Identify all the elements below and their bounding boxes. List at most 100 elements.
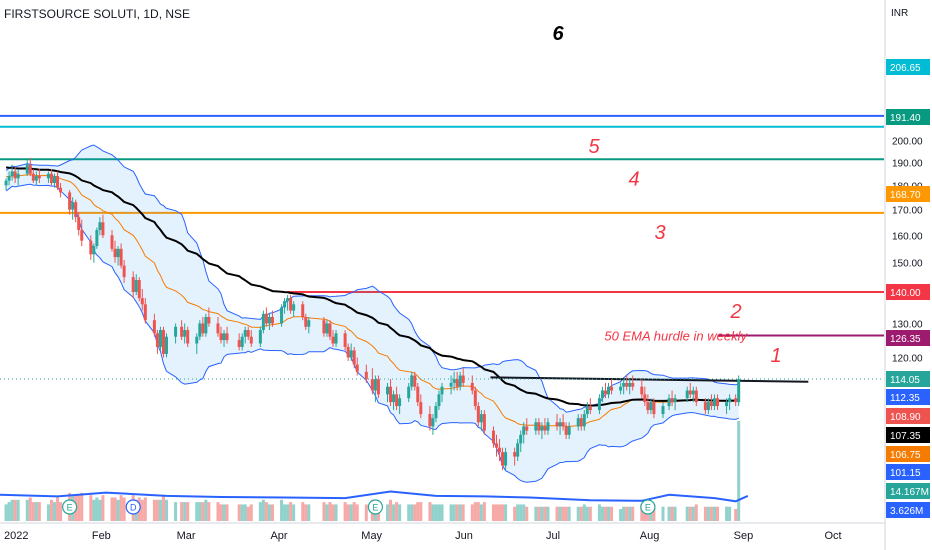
volume-bar [437, 504, 441, 521]
level-number-1: 1 [770, 345, 781, 367]
candle-body [246, 330, 250, 337]
volume-bar [688, 506, 692, 521]
candle-body [389, 386, 393, 403]
candle-body [543, 426, 547, 431]
candle-body [289, 298, 293, 311]
volume-bar [712, 506, 716, 521]
level-note: 50 EMA hurdle in weekly [604, 329, 748, 344]
volume-bar [501, 504, 505, 521]
volume-bar [461, 504, 465, 521]
volume-bar [600, 506, 604, 521]
volume-bar [237, 504, 241, 521]
volume-bar [198, 502, 202, 521]
price-tag-label: 140.00 [890, 288, 921, 299]
volume-bar [691, 506, 695, 521]
volume-bar [334, 504, 338, 521]
volume-bar [289, 502, 293, 521]
candle-body [201, 323, 205, 334]
volume-ma-line [0, 490, 749, 503]
candle-body [640, 386, 644, 395]
volume-bar [516, 504, 520, 521]
candle-body [737, 379, 741, 403]
candle-body [579, 418, 583, 427]
candle-body [80, 230, 84, 241]
volume-bar [513, 506, 517, 521]
bollinger-band-fill [6, 145, 739, 483]
currency-label: INR [891, 8, 909, 19]
candle-body [440, 386, 444, 395]
volume-bar [270, 504, 274, 521]
candle-body [243, 330, 247, 337]
candle-body [186, 330, 190, 344]
volume-bar [428, 502, 432, 521]
candle-body [522, 426, 526, 435]
candle-body [706, 402, 710, 411]
candle-body [458, 375, 462, 387]
candle-body [479, 414, 483, 423]
x-tick-label: Aug [640, 530, 660, 542]
candle-body [516, 443, 520, 457]
candle-body [34, 176, 38, 181]
volume-bar [737, 421, 741, 521]
level-number-5: 5 [588, 136, 600, 158]
volume-bar [331, 504, 335, 521]
candle-body [307, 320, 311, 327]
volume-bar [628, 506, 632, 521]
candle-body [373, 379, 377, 391]
price-tag-label: 14.167M [890, 487, 929, 498]
volume-bar [180, 502, 184, 521]
candle-body [392, 394, 396, 403]
candle-body [16, 173, 20, 179]
level-number-2: 2 [729, 301, 741, 323]
volume-bar [407, 504, 411, 521]
volume-bar [631, 506, 635, 521]
candle-body [165, 336, 169, 354]
candle-body [13, 171, 17, 179]
candle-body [56, 176, 60, 188]
volume-bar [267, 504, 271, 521]
volume-bar [152, 499, 156, 521]
candle-body [349, 350, 353, 358]
candle-body [46, 173, 50, 179]
volume-bar [116, 499, 120, 521]
volume-bar [186, 502, 190, 521]
volume-bar [346, 504, 350, 521]
candle-body [600, 390, 604, 399]
candle-body [476, 406, 480, 423]
candle-body [264, 313, 268, 324]
volume-bar [355, 504, 359, 521]
candle-body [131, 277, 135, 292]
volume-bar [398, 504, 402, 521]
x-tick-label: Mar [177, 530, 196, 542]
candle-body [92, 246, 96, 255]
candle-body [643, 394, 647, 403]
candle-body [407, 386, 411, 399]
volume-bar [16, 499, 20, 521]
resistance-trendline [490, 376, 809, 383]
candle-body [161, 330, 165, 354]
candle-body [283, 301, 287, 308]
volume-bar [249, 504, 253, 521]
volume-bar [543, 506, 547, 521]
y-tick-label: 160.00 [892, 231, 923, 242]
volume-bar [567, 506, 571, 521]
volume-bar [561, 506, 565, 521]
volume-bar [670, 506, 674, 521]
x-tick-label: 2022 [4, 530, 28, 542]
candle-body [155, 333, 159, 347]
candle-body [52, 176, 56, 183]
x-tick-label: Jun [455, 530, 473, 542]
candle-body [7, 176, 11, 181]
candle-body [546, 422, 550, 431]
candle-body [501, 452, 505, 466]
candle-body [619, 386, 623, 391]
event-marker-letter: E [372, 503, 378, 513]
volume-bar [416, 502, 420, 521]
candle-body [325, 323, 329, 334]
volume-bar [158, 499, 162, 521]
volume-bar [386, 504, 390, 521]
event-marker-e [367, 499, 383, 515]
candle-body [343, 333, 347, 347]
candle-body [628, 382, 632, 387]
